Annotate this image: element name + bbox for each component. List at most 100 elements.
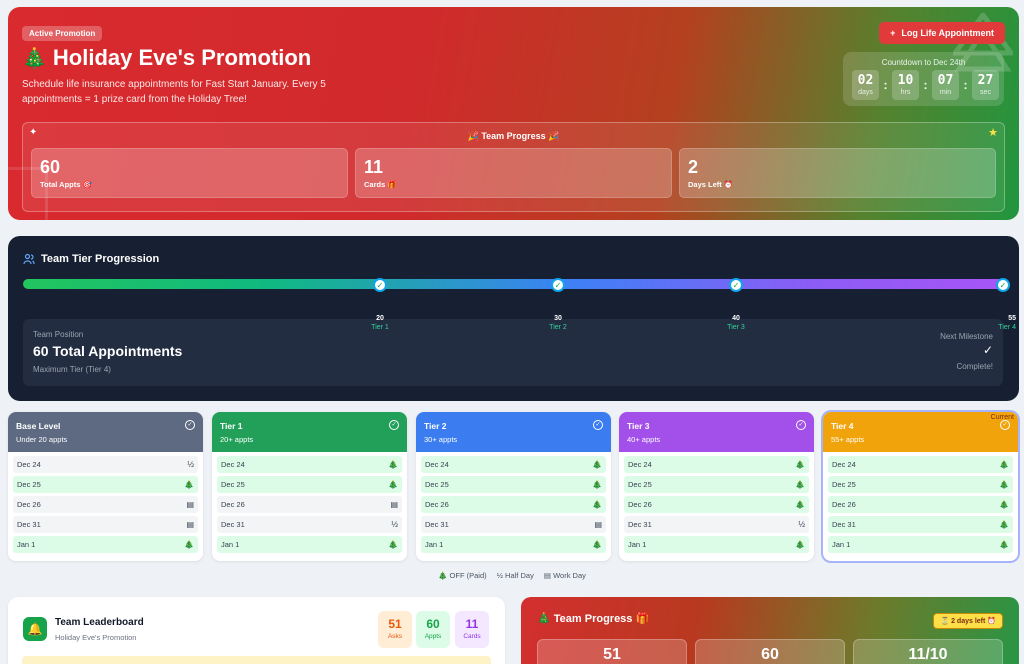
marker-value: 55 <box>1008 315 1016 322</box>
leaderboard-title: Team Leaderboard <box>55 617 144 628</box>
team-progress-panel: ✦ ★ 🎉 Team Progress 🎉 60 Total Appts 🎯 11… <box>22 122 1005 212</box>
cards-label: Cards <box>463 633 481 640</box>
countdown-timer: Countdown to Dec 24th 02 days : 10 hrs : 0… <box>843 52 1004 106</box>
stat-days-left: 2 Days Left ⏰ <box>679 148 996 198</box>
team-progress-title: 🎉 Team Progress 🎉 <box>467 131 560 141</box>
legend-work: ▤ Work Day <box>543 571 586 580</box>
tier-day-list: Dec 24 🎄 Dec 25 🎄 Dec 26 🎄 Dec 31 ▤ Jan 1 🎄 <box>416 452 611 560</box>
asks-value: 51 <box>388 617 402 631</box>
day-date: Jan 1 <box>425 540 444 549</box>
tier-day-row: Jan 1 🎄 <box>421 536 606 553</box>
day-date: Jan 1 <box>221 540 240 549</box>
milestone-check-icon: ✓ <box>982 343 993 357</box>
day-type-legend: 🎄 OFF (Paid) ½ Half Day ▤ Work Day <box>0 571 1024 580</box>
tier-requirement: 55+ appts <box>831 435 865 444</box>
marker-tier: Tier 4 <box>998 324 1016 331</box>
day-type-icon: ▤ <box>594 520 602 529</box>
active-promotion-badge: Active Promotion <box>22 26 103 41</box>
team-position-panel: Team Position 60 Total Appointments Maxi… <box>23 319 1003 386</box>
day-type-icon: 🎄 <box>795 460 805 469</box>
tier-progression-title-text: Team Tier Progression <box>41 253 160 265</box>
tier-day-row: Dec 31 🎄 <box>828 516 1013 533</box>
day-type-icon: 🎄 <box>592 540 602 549</box>
day-type-icon: 🎄 <box>388 480 398 489</box>
appts-value: 60 <box>426 617 440 631</box>
christmas-tree-icon: 🎄 <box>22 47 47 70</box>
check-circle-icon: ✓ <box>593 420 603 430</box>
tier-requirement: 30+ appts <box>424 435 458 444</box>
tier-card[interactable]: Base Level Under 20 appts ✓ Dec 24 ½ Dec 25 🎄 D… <box>8 412 203 561</box>
day-date: Dec 25 <box>628 480 652 489</box>
sparkle-icon: ✦ <box>29 127 38 138</box>
team-position-total: 60 Total Appointments <box>33 343 183 359</box>
team-position-label: Team Position <box>33 330 84 339</box>
day-date: Dec 26 <box>628 500 652 509</box>
progress-value: 60 <box>761 646 779 663</box>
marker-tier: Tier 2 <box>549 324 567 331</box>
tier-card[interactable]: Tier 2 30+ appts ✓ Dec 24 🎄 Dec 25 🎄 Dec 26 🎄 Dec… <box>416 412 611 561</box>
tier-card[interactable]: Tier 1 20+ appts ✓ Dec 24 🎄 Dec 25 🎄 Dec 26 ▤ Dec… <box>212 412 407 561</box>
day-date: Dec 24 <box>628 460 652 469</box>
tier-card-header: Tier 1 20+ appts ✓ <box>212 412 407 452</box>
team-progress-card: 🎄 Team Progress 🎁 ⏳ 2 days left ⏰ 51 60 … <box>521 597 1019 664</box>
tier-day-row: Jan 1 🎄 <box>13 536 198 553</box>
countdown-hours: 10 hrs <box>892 70 919 100</box>
countdown-separator: : <box>923 78 928 92</box>
leaderboard-appts: 60 Appts <box>416 611 450 648</box>
day-date: Dec 31 <box>221 520 245 529</box>
day-type-icon: ▤ <box>186 500 194 509</box>
progress-cards-box: 11/10 <box>853 639 1003 664</box>
day-date: Dec 25 <box>832 480 856 489</box>
day-type-icon: ▤ <box>186 520 194 529</box>
tier-day-row: Dec 31 ▤ <box>13 516 198 533</box>
tier-progress-bar <box>23 279 1006 289</box>
day-type-icon: 🎄 <box>999 540 1009 549</box>
tier-day-row: Dec 24 🎄 <box>421 456 606 473</box>
day-date: Dec 31 <box>832 520 856 529</box>
tier-day-row: Dec 26 🎄 <box>624 496 809 513</box>
minutes-value: 07 <box>937 73 954 88</box>
tier-day-row: Dec 26 🎄 <box>421 496 606 513</box>
day-type-icon: 🎄 <box>999 460 1009 469</box>
marker-value: 30 <box>554 315 562 322</box>
tier-card-header: Base Level Under 20 appts ✓ <box>8 412 203 452</box>
users-icon <box>23 253 35 265</box>
stat-label: Total Appts 🎯 <box>40 180 92 189</box>
day-type-icon: ½ <box>391 520 398 529</box>
hours-value: 10 <box>897 73 914 88</box>
stat-value: 60 <box>40 157 61 177</box>
day-date: Dec 24 <box>17 460 41 469</box>
promotion-hero: Active Promotion 🎄 Holiday Eve's Promoti… <box>8 7 1019 220</box>
tier-2-marker-label: 30 Tier 2 <box>538 314 578 332</box>
tier-day-list: Dec 24 🎄 Dec 25 🎄 Dec 26 ▤ Dec 31 ½ Jan 1 🎄 <box>212 452 407 560</box>
day-date: Jan 1 <box>628 540 647 549</box>
team-tier-progression: Team Tier Progression ✓ ✓ ✓ ✓ Team Posit… <box>8 236 1019 401</box>
star-icon: ★ <box>988 127 998 139</box>
marker-tier: Tier 1 <box>371 324 389 331</box>
tier-day-row: Dec 24 🎄 <box>217 456 402 473</box>
tier-name: Tier 2 <box>424 421 447 431</box>
log-button-label: Log Life Appointment <box>901 28 994 38</box>
bell-icon: 🔔 <box>23 617 47 641</box>
marker-value: 40 <box>732 315 740 322</box>
tier-requirement: 20+ appts <box>220 435 254 444</box>
progress-value: 51 <box>603 646 621 663</box>
day-date: Dec 26 <box>425 500 449 509</box>
tier-card[interactable]: Tier 4 55+ appts ✓ Current Dec 24 🎄 Dec 25 🎄 Dec… <box>823 412 1018 561</box>
day-type-icon: ½ <box>798 520 805 529</box>
hours-unit: hrs <box>900 89 911 96</box>
progress-value: 11/10 <box>908 646 948 663</box>
tier-name: Tier 4 <box>831 421 854 431</box>
day-type-icon: 🎄 <box>184 540 194 549</box>
next-milestone-label: Next Milestone <box>940 332 993 341</box>
current-tier-badge: Current <box>990 414 1014 421</box>
countdown-days: 02 days <box>852 70 879 100</box>
tier-day-row: Dec 31 ▤ <box>421 516 606 533</box>
log-life-appointment-button[interactable]: + Log Life Appointment <box>879 22 1005 44</box>
tier-card[interactable]: Tier 3 40+ appts ✓ Dec 24 🎄 Dec 25 🎄 Dec 26 🎄 Dec… <box>619 412 814 561</box>
tier-day-row: Dec 31 ½ <box>624 516 809 533</box>
tier-day-row: Jan 1 🎄 <box>624 536 809 553</box>
day-date: Dec 26 <box>832 500 856 509</box>
stat-value: 2 <box>688 157 699 177</box>
tier-day-row: Dec 31 ½ <box>217 516 402 533</box>
